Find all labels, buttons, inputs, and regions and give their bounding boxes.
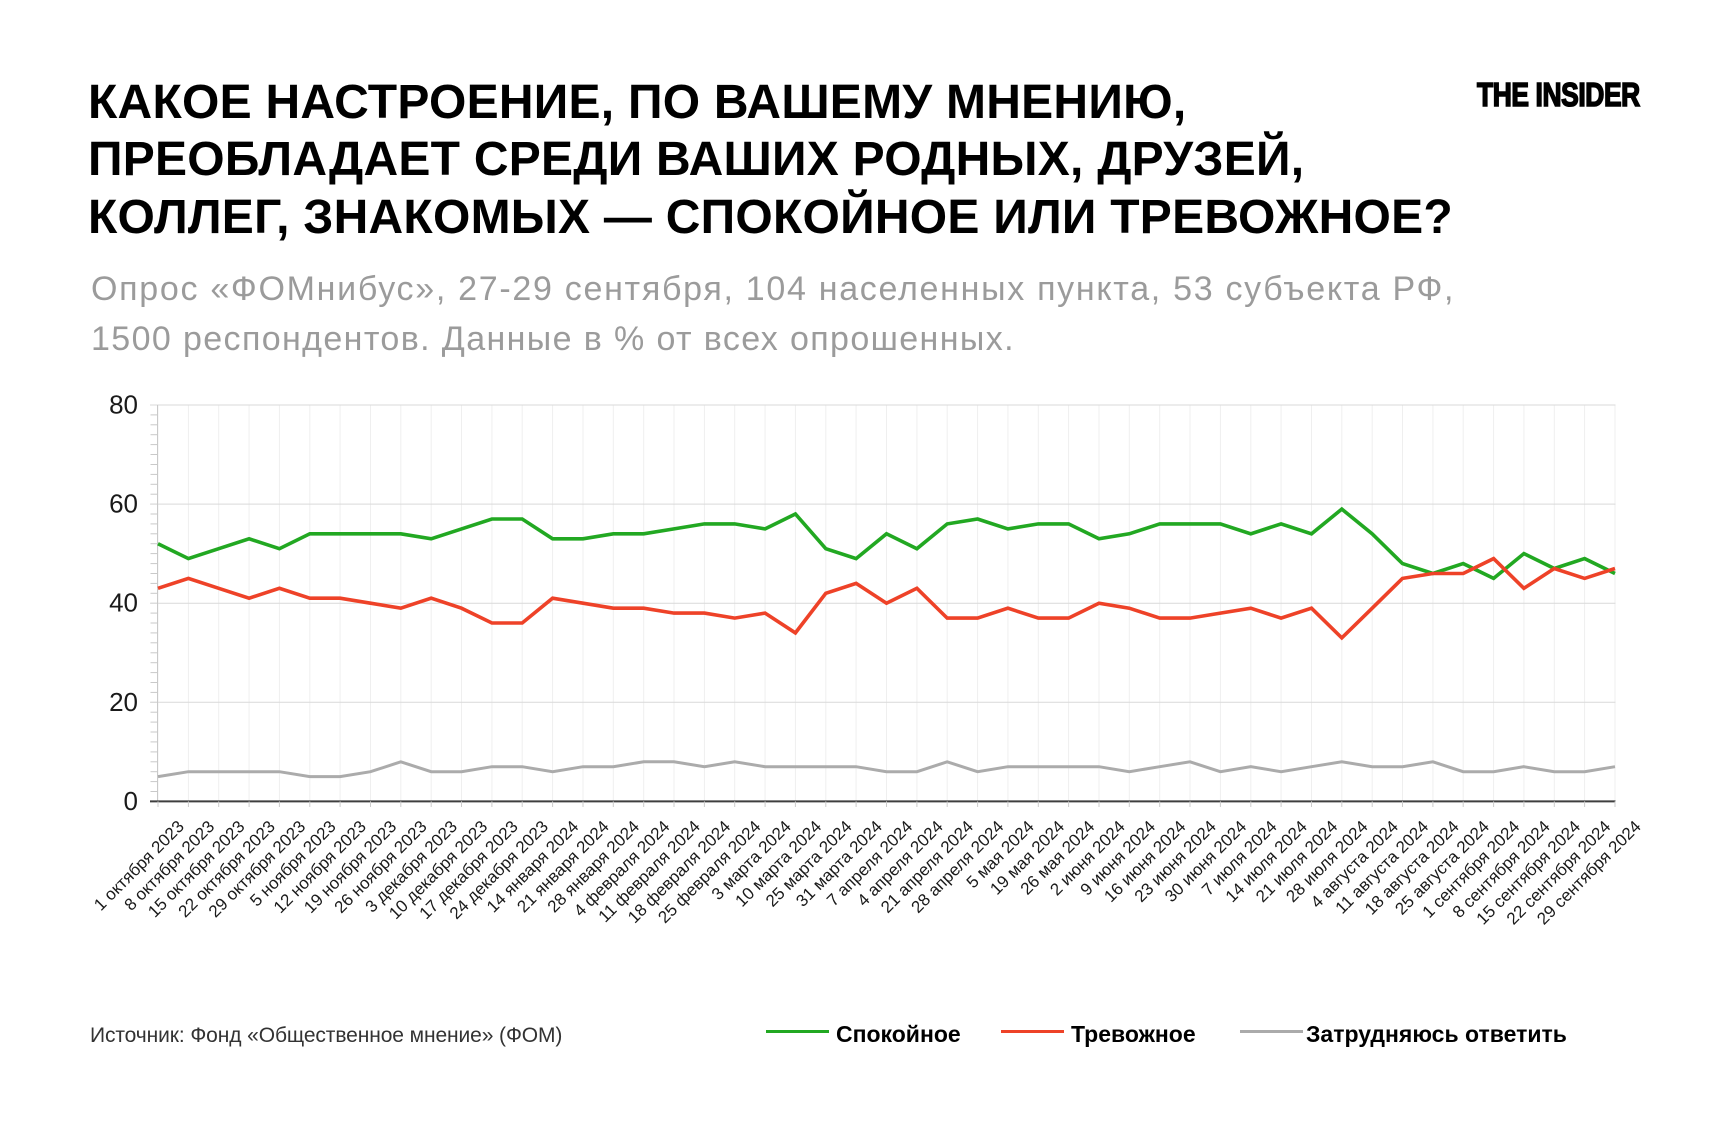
svg-text:40: 40 xyxy=(109,588,138,618)
svg-text:0: 0 xyxy=(124,786,138,816)
svg-text:80: 80 xyxy=(109,390,138,420)
svg-text:20: 20 xyxy=(109,687,138,717)
svg-text:60: 60 xyxy=(109,489,138,519)
